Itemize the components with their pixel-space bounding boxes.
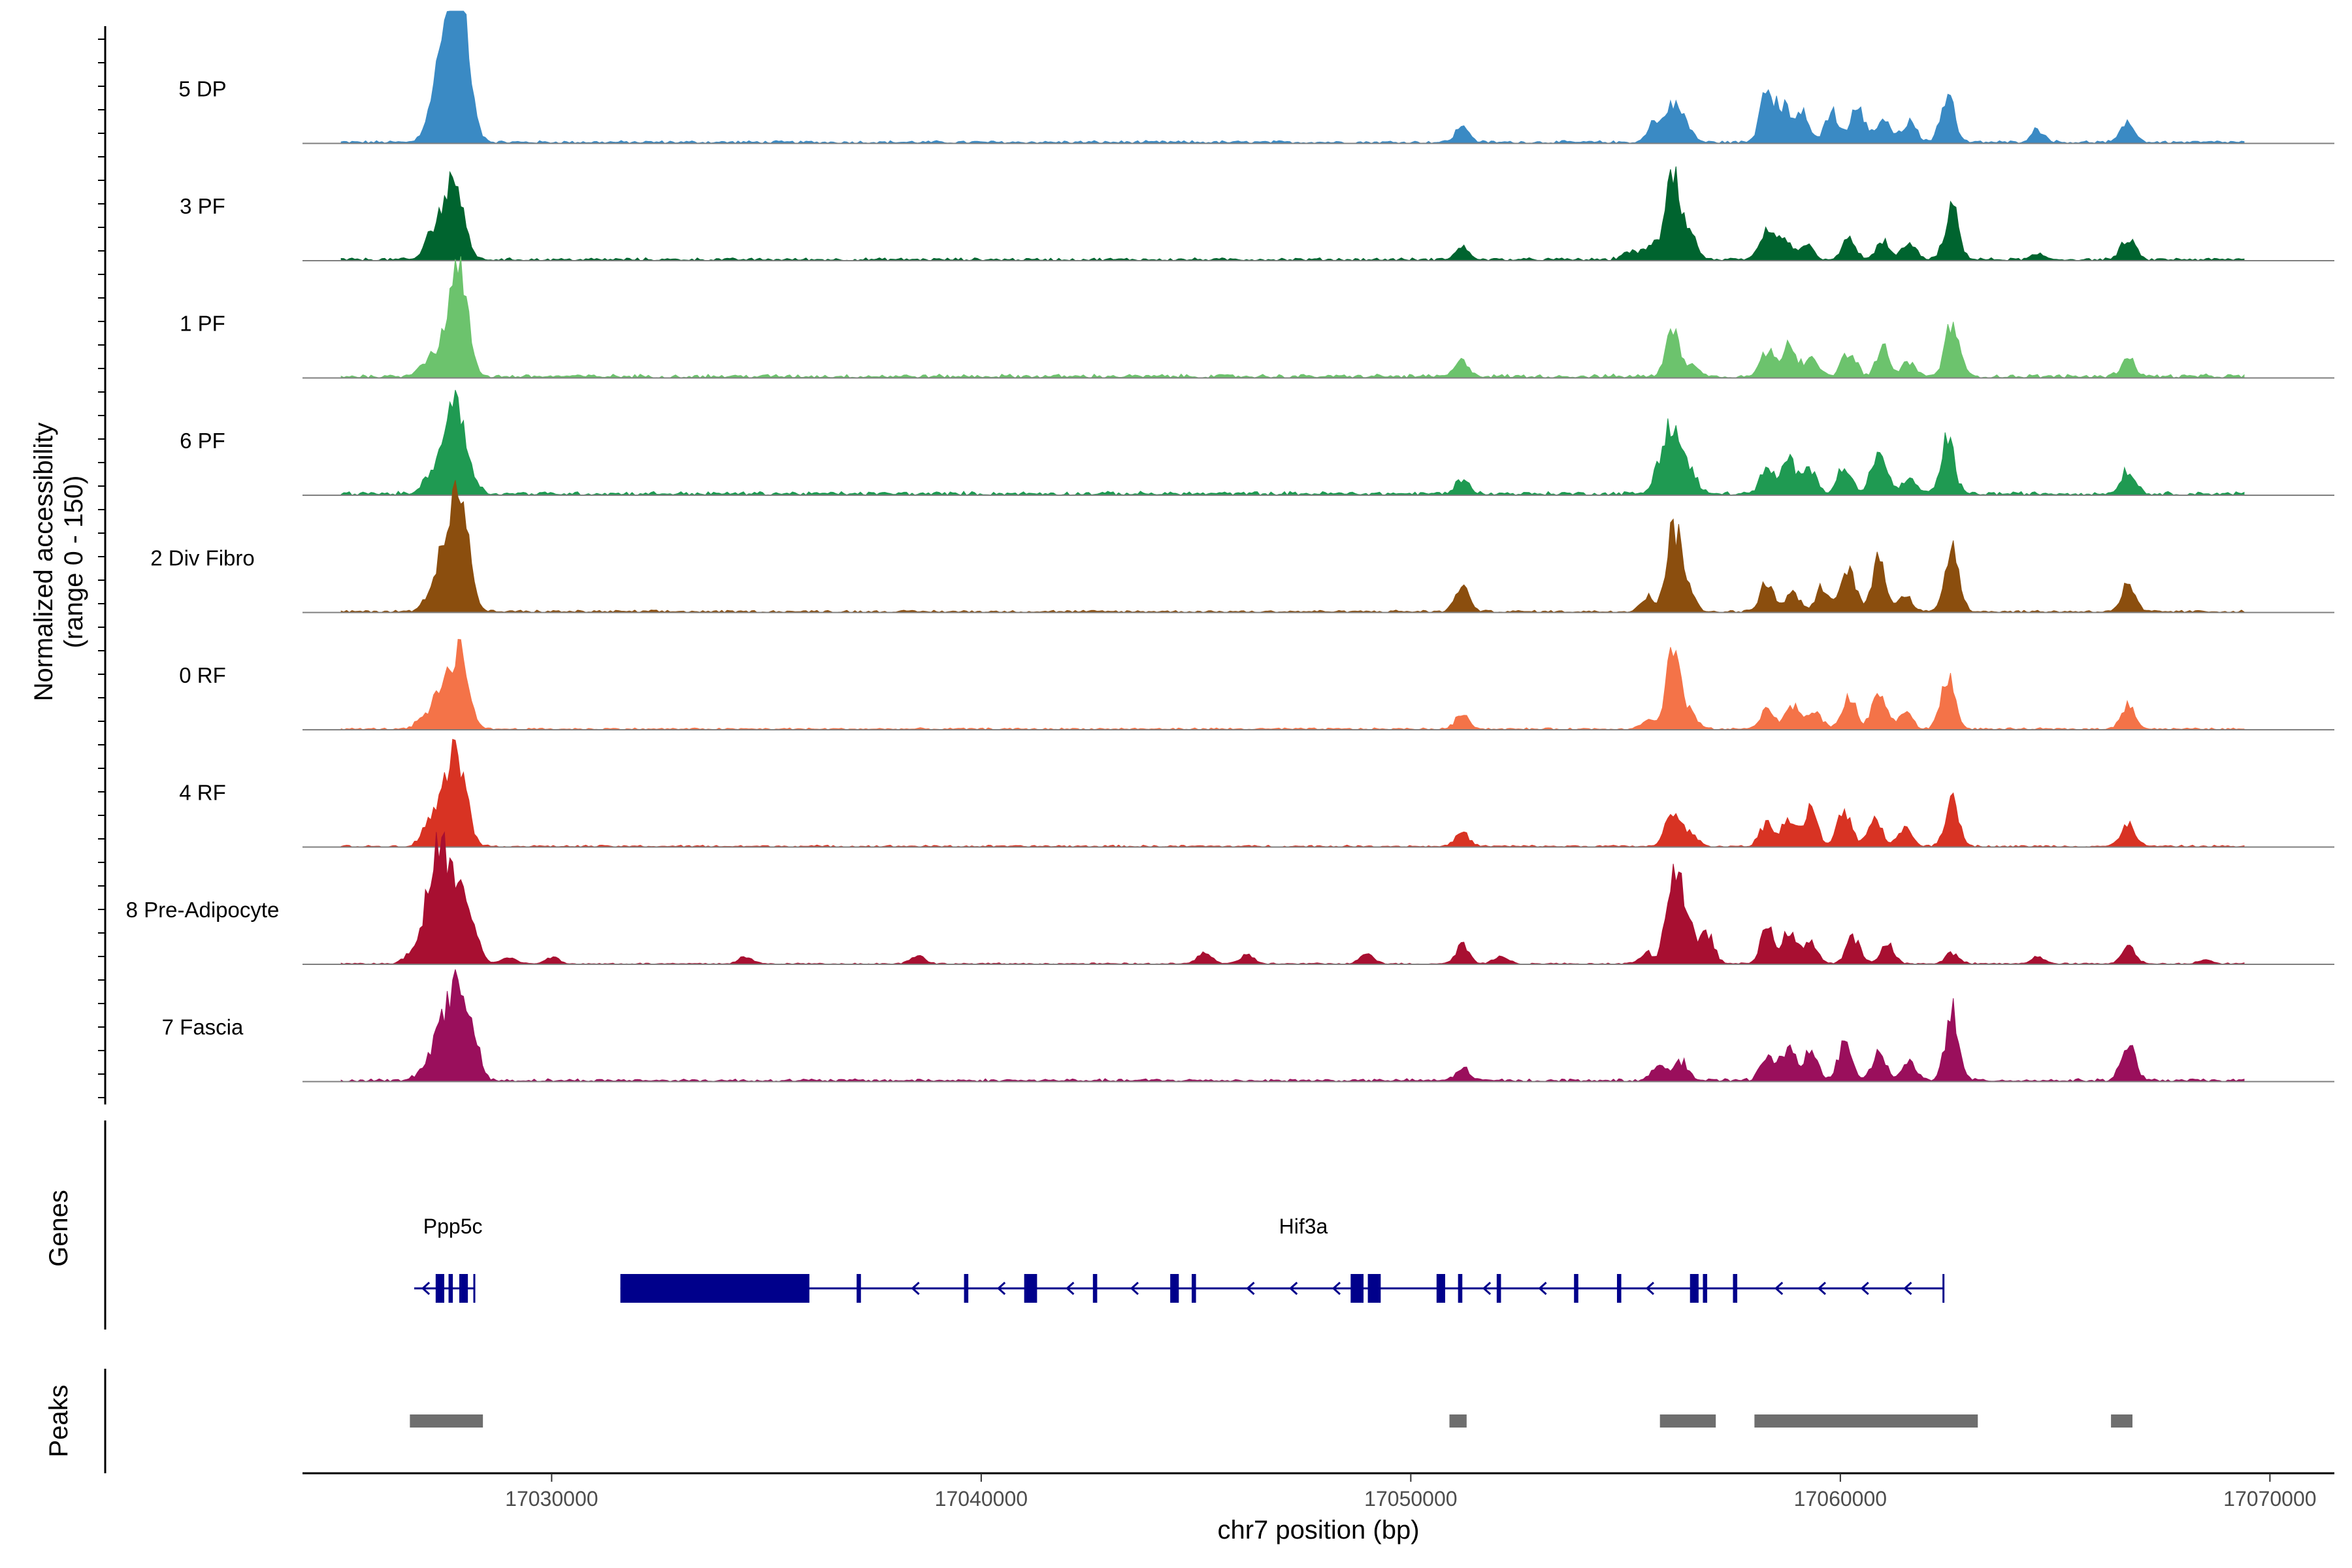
exon [1436,1274,1445,1303]
strand-arrow [1903,1281,1912,1296]
peak-bar [410,1414,483,1428]
strand-arrow [1817,1281,1826,1296]
exon [448,1274,453,1303]
coverage-y-axis [98,26,106,1105]
strand-arrow [709,1281,718,1296]
x-tick-label: 17040000 [935,1487,1028,1511]
exon [964,1274,969,1303]
genes-panel-label: Genes [44,1190,73,1267]
exon [1367,1274,1381,1303]
track-label: 6 PF [180,429,225,453]
x-tick-label: 17070000 [2223,1487,2316,1511]
coverage-area [340,166,2245,261]
exon [1092,1274,1098,1303]
strand-arrow [1331,1281,1341,1296]
strand-arrow [1645,1281,1654,1296]
strand-arrow [1538,1281,1547,1296]
exon [1690,1274,1699,1303]
track-7: 4 RF [179,738,2334,848]
exon [1458,1274,1463,1303]
exon [459,1274,468,1303]
track-label: 0 RF [179,663,226,687]
x-tick-label: 17030000 [505,1487,598,1511]
coverage-area [340,389,2245,496]
exon [1574,1274,1578,1303]
strand-arrow [911,1281,920,1296]
y-axis-title-line2: (range 0 - 150) [59,476,88,649]
track-1: 5 DP [178,10,2334,144]
strand-arrow [1860,1281,1869,1296]
peak-bar [2111,1414,2132,1428]
track-8: 8 Pre-Adipocyte [126,831,2334,965]
peak-bar [1659,1414,1716,1428]
track-label: 2 Div Fibro [150,546,255,570]
exon [1350,1274,1364,1303]
gene-ppp5c: Ppp5c [414,1215,483,1303]
track-6: 0 RF [179,639,2334,730]
track-5: 2 Div Fibro [150,480,2334,613]
track-label: 7 Fascia [162,1015,244,1039]
track-label: 4 RF [179,781,226,805]
peak-regions [410,1414,2132,1428]
exon [1170,1274,1179,1303]
exon [435,1274,444,1303]
track-2: 3 PF [180,166,2334,261]
track-4: 6 PF [180,389,2334,496]
exon [1616,1274,1622,1303]
gene-label: Ppp5c [423,1215,483,1238]
coverage-area [340,831,2245,965]
track-label: 8 Pre-Adipocyte [126,898,280,922]
exon [1733,1274,1738,1303]
track-3: 1 PF [180,256,2334,379]
exon [1024,1274,1037,1303]
track-label: 1 PF [180,312,225,336]
exon [857,1274,861,1303]
coverage-area [340,738,2245,848]
track-label: 3 PF [180,194,225,218]
gene-label: Hif3a [1279,1215,1328,1238]
peaks-panel-label: Peaks [44,1384,73,1457]
track-label: 5 DP [178,77,226,101]
x-axis-ticks: 17030000 17040000 17050000 17060000 17070000 [505,1473,2317,1511]
y-axis-title-line1: Normalized accessibility [29,423,58,702]
gene-models: Ppp5c Hif3a [414,1215,1945,1303]
peak-bar [1754,1414,1978,1428]
exon [1703,1274,1708,1303]
strand-arrow [1246,1281,1255,1296]
x-tick-label: 17060000 [1794,1487,1887,1511]
strand-arrow [1482,1281,1492,1296]
strand-arrow [1774,1281,1784,1296]
strand-arrow [1066,1281,1075,1296]
x-axis-title: chr7 position (bp) [1217,1516,1419,1544]
strand-arrow [421,1281,431,1296]
track-9: 7 Fascia [162,969,2334,1083]
coverage-area [340,256,2245,379]
coverage-area [340,639,2245,730]
gene-hif3a: Hif3a [620,1215,1945,1303]
coverage-tracks: 5 DP 3 PF 1 PF 6 PF 2 Div Fibro 0 RF 4 RF 8 Pre… [126,10,2334,1083]
exon [620,1274,809,1303]
strand-arrow [1130,1281,1139,1296]
coverage-area [340,969,2245,1083]
strand-arrow [996,1281,1006,1296]
coverage-area [340,480,2245,613]
strand-arrow [1289,1281,1298,1296]
peak-bar [1449,1414,1467,1428]
exon [1192,1274,1196,1303]
coverage-area [340,10,2245,144]
exon [1496,1274,1501,1303]
x-tick-label: 17050000 [1364,1487,1457,1511]
